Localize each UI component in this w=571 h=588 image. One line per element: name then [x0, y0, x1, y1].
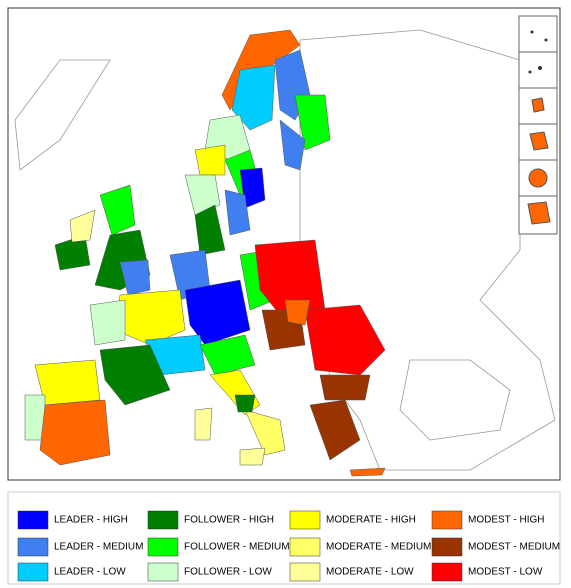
region [199, 334, 256, 376]
legend-swatch [289, 510, 321, 530]
legend-label: LEADER - MEDIUM [54, 542, 143, 553]
region [239, 447, 266, 466]
region [39, 399, 111, 466]
legend-swatch [431, 562, 463, 582]
regions [24, 29, 386, 477]
region [224, 189, 251, 236]
legend-label: FOLLOWER - MEDIUM [184, 542, 290, 553]
legend-swatch [289, 537, 321, 557]
legend-label: MODEST - MEDIUM [468, 542, 560, 553]
region [99, 344, 171, 406]
legend-swatch [147, 510, 179, 530]
region [119, 259, 151, 296]
legend-label: FOLLOWER - HIGH [184, 515, 274, 526]
region [99, 184, 136, 236]
legend-swatch [17, 537, 49, 557]
region [349, 467, 386, 477]
region [184, 279, 251, 346]
legend-label: LEADER - HIGH [54, 515, 128, 526]
region [89, 299, 126, 346]
region [34, 359, 101, 406]
legend-swatch [147, 562, 179, 582]
legend-label: MODERATE - MEDIUM [326, 542, 431, 553]
legend-label: MODERATE - HIGH [326, 515, 416, 526]
legend-label: LEADER - LOW [54, 567, 126, 578]
region [304, 304, 386, 376]
region [309, 399, 361, 461]
region [194, 407, 213, 441]
legend-swatch [147, 537, 179, 557]
region [69, 209, 96, 243]
legend-label: FOLLOWER - LOW [184, 567, 272, 578]
region [294, 94, 331, 151]
inset-maps [518, 15, 558, 235]
region [234, 394, 256, 413]
region [284, 299, 311, 326]
region [184, 174, 221, 216]
region [279, 119, 306, 171]
legend-swatch [431, 510, 463, 530]
legend-swatch [17, 510, 49, 530]
region [194, 144, 226, 176]
legend-label: MODEST - LOW [468, 567, 543, 578]
legend-label: MODERATE - LOW [326, 567, 414, 578]
legend-swatch [431, 537, 463, 557]
region [231, 64, 276, 131]
legend-swatch [17, 562, 49, 582]
legend: LEADER - HIGH LEADER - MEDIUM LEADER - LOW… [17, 510, 560, 582]
region [319, 374, 371, 401]
region [194, 204, 226, 256]
legend-box [7, 491, 561, 585]
region [244, 409, 286, 456]
legend-label: MODEST - HIGH [468, 515, 544, 526]
legend-swatch [289, 562, 321, 582]
